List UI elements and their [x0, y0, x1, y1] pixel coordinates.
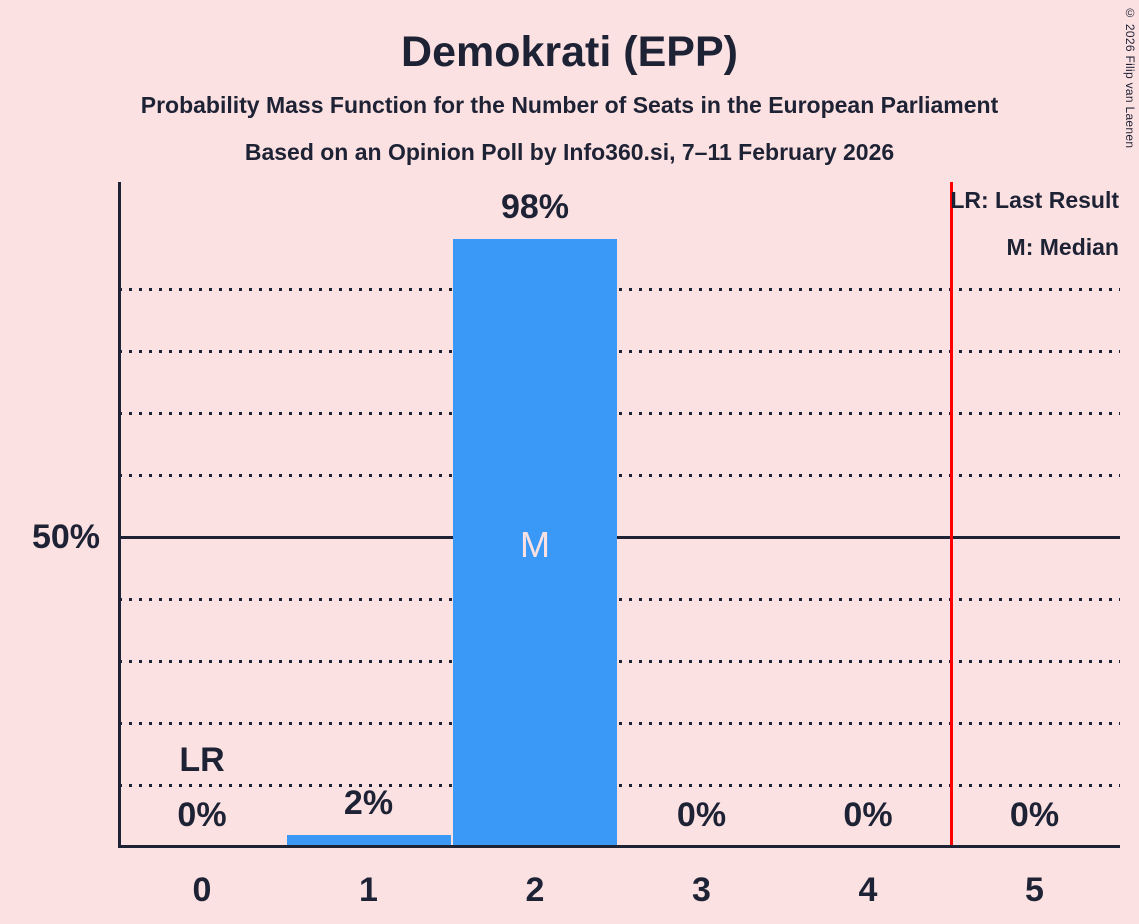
- x-tick-label: 0: [192, 871, 212, 909]
- bar-value-label: 98%: [500, 188, 570, 227]
- gridline-dotted: [119, 597, 1120, 601]
- bar-seats-1: [286, 834, 451, 847]
- last-result-label: LR: [179, 741, 225, 779]
- gridline-dotted: [119, 783, 1120, 787]
- x-tick-label: 5: [1025, 871, 1044, 909]
- plot-area: 0% 0 2% 1 98% 2 0% 3 0% 4 0% 5 LR M: [118, 182, 1120, 908]
- x-tick-label: 1: [359, 871, 378, 909]
- chart-subtitle: Probability Mass Function for the Number…: [140, 92, 999, 118]
- x-tick-label: 2: [525, 871, 545, 909]
- copyright-notice: © 2026 Filip van Laenen: [1123, 6, 1137, 149]
- bar-seats-2: [453, 239, 617, 847]
- legend-last-result: LR: Last Result: [950, 187, 1119, 213]
- bar-value-label: 0%: [1009, 796, 1060, 834]
- x-tick-label: 3: [692, 871, 711, 909]
- y-axis-tick-label: 50%: [31, 518, 100, 556]
- bar-value-label: 0%: [843, 796, 893, 834]
- bar-value-label: 2%: [343, 783, 394, 822]
- gridline-dotted: [119, 349, 1120, 353]
- chart-title: Demokrati (EPP): [401, 28, 738, 76]
- bar-value-label: 0%: [676, 796, 727, 834]
- gridline-dotted: [119, 659, 1120, 663]
- gridline-dotted: [119, 473, 1120, 477]
- legend-median: M: Median: [1006, 234, 1119, 260]
- x-tick-label: 4: [858, 871, 878, 909]
- y-axis-line: [118, 182, 121, 847]
- gridline-dotted: [119, 411, 1120, 415]
- x-axis-line: [118, 845, 1120, 848]
- gridline-50pct: [119, 535, 1120, 539]
- gridline-dotted: [119, 721, 1120, 725]
- median-label: M: [520, 524, 550, 565]
- chart-poll-source: Based on an Opinion Poll by Info360.si, …: [244, 139, 895, 165]
- gridline-dotted: [119, 287, 1120, 291]
- last-result-marker-line: [949, 182, 953, 847]
- bar-value-label: 0%: [177, 796, 227, 834]
